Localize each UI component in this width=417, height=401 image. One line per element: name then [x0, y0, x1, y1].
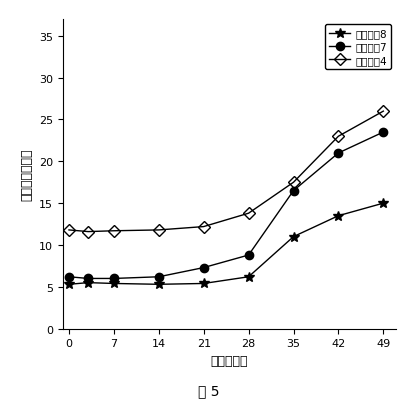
製剤番号7: [291, 189, 296, 194]
製剤番号4: [201, 225, 206, 229]
製剤番号4: [111, 229, 116, 234]
Y-axis label: 累積放出（％）: 累積放出（％）: [20, 148, 33, 200]
製剤番号7: [246, 253, 251, 258]
製剤番号4: [86, 230, 91, 235]
Line: 製剤番号7: 製剤番号7: [65, 129, 387, 283]
製剤番号7: [201, 265, 206, 270]
製剤番号4: [291, 180, 296, 185]
X-axis label: 時間（日）: 時間（日）: [211, 354, 248, 367]
Text: 図 5: 図 5: [198, 383, 219, 397]
製剤番号4: [66, 228, 71, 233]
製剤番号8: [381, 201, 386, 206]
製剤番号7: [86, 276, 91, 281]
製剤番号8: [246, 275, 251, 279]
製剤番号4: [246, 211, 251, 216]
製剤番号4: [336, 134, 341, 139]
製剤番号8: [291, 235, 296, 239]
製剤番号8: [111, 282, 116, 286]
製剤番号7: [381, 130, 386, 135]
製剤番号4: [156, 228, 161, 233]
製剤番号8: [66, 282, 71, 287]
製剤番号7: [66, 275, 71, 279]
製剤番号7: [156, 275, 161, 279]
製剤番号8: [86, 281, 91, 286]
製剤番号8: [201, 282, 206, 286]
Legend: 製剤番号8, 製剤番号7, 製剤番号4: 製剤番号8, 製剤番号7, 製剤番号4: [325, 25, 391, 70]
製剤番号7: [336, 151, 341, 156]
製剤番号8: [156, 282, 161, 287]
Line: 製剤番号4: 製剤番号4: [65, 108, 387, 236]
製剤番号7: [111, 276, 116, 281]
製剤番号8: [336, 214, 341, 219]
Line: 製剤番号8: 製剤番号8: [64, 199, 388, 290]
製剤番号4: [381, 109, 386, 114]
